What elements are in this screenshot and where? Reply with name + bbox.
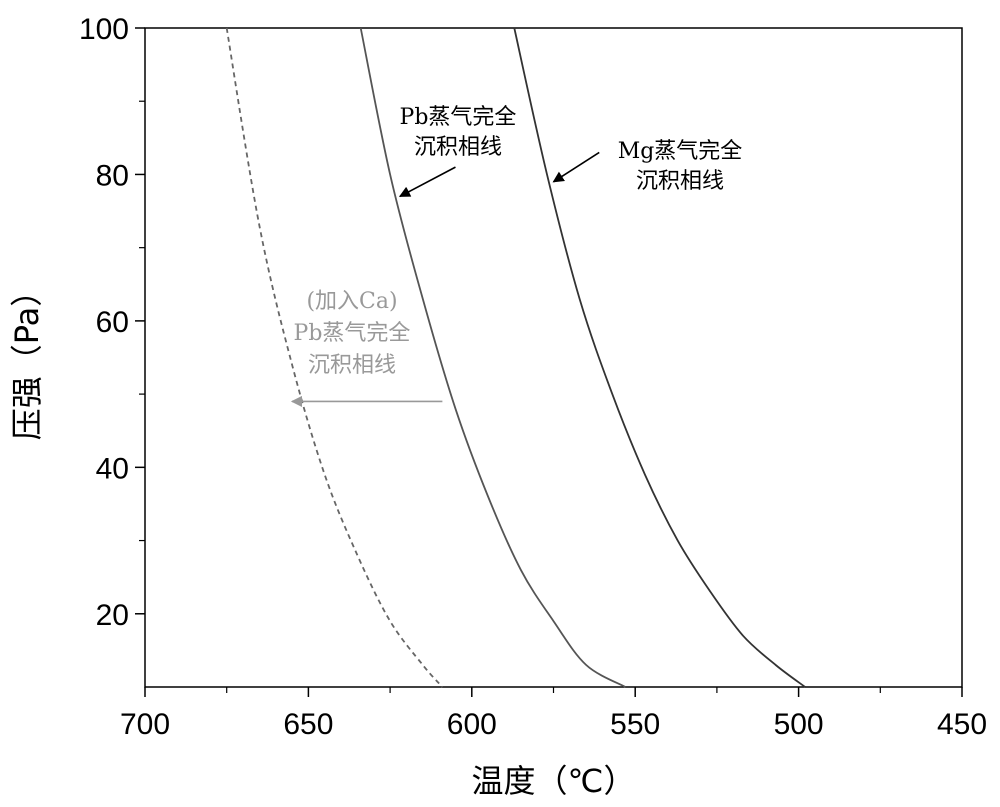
x-tick-label: 700: [120, 708, 170, 741]
annotation-text: 沉积相线: [308, 353, 396, 378]
y-tick-label: 40: [96, 452, 129, 485]
x-axis: 700 650 600 550 500 450: [120, 687, 987, 741]
x-axis-title: 温度（℃）: [472, 762, 636, 800]
annotation-text: 沉积相线: [636, 169, 724, 194]
annotation-2: (加入Ca) Pb蒸气完全沉积相线: [292, 289, 442, 401]
annotation-text: Pb蒸气完全: [400, 105, 517, 130]
x-tick-label: 450: [937, 708, 987, 741]
annotation-text: Pb蒸气完全: [294, 321, 411, 346]
x-tick-label: 600: [447, 708, 497, 741]
y-axis-title: 压强（Pa）: [8, 275, 46, 440]
x-tick-label: 650: [283, 708, 333, 741]
y-axis: 20 40 60 80 100: [79, 13, 145, 632]
plot-border: [145, 28, 962, 687]
annotation-text: (加入Ca): [306, 289, 397, 314]
y-tick-label: 20: [96, 599, 129, 632]
annotation-text: 沉积相线: [414, 135, 502, 160]
y-tick-label: 100: [79, 13, 129, 46]
y-tick-label: 80: [96, 159, 129, 192]
chart: 700650600550500450 20406080100 Pb蒸气完全沉积相…: [0, 0, 1000, 807]
x-tick-label: 500: [774, 708, 824, 741]
series-line-2: [514, 28, 805, 687]
y-tick-label: 60: [96, 306, 129, 339]
annotation-arrow: [554, 152, 600, 181]
annotation-arrow: [400, 167, 456, 196]
annotation-layer: Pb蒸气完全沉积相线Mg蒸气完全沉积相线(加入Ca)Pb蒸气完全沉积相线: [292, 105, 742, 401]
annotation-0: Pb蒸气完全沉积相线: [400, 105, 517, 196]
annotation-1: Mg蒸气完全沉积相线: [554, 139, 743, 194]
x-tick-label: 550: [610, 708, 660, 741]
annotation-text: Mg蒸气完全: [618, 139, 743, 164]
plot-frame: [145, 28, 962, 687]
